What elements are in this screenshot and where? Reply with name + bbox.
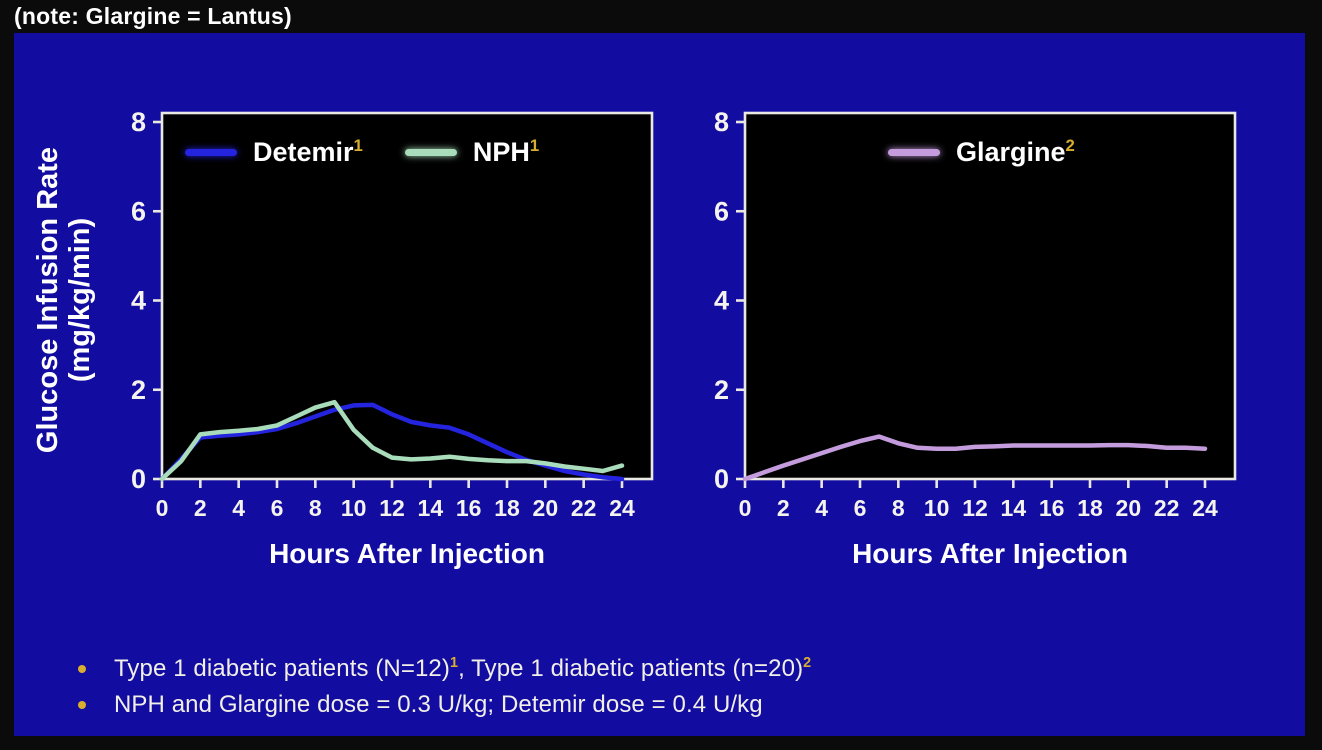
y-tick-label: 0 bbox=[131, 464, 146, 494]
legend-ref-superscript: 1 bbox=[529, 136, 540, 155]
bullet-dot-icon bbox=[78, 665, 86, 673]
x-tick-label: 10 bbox=[924, 495, 950, 521]
y-tick-label: 6 bbox=[131, 196, 146, 226]
x-tick-label: 8 bbox=[309, 495, 322, 521]
legend-entry-detemir: Detemir1 bbox=[185, 136, 363, 168]
y-axis-title: Glucose Infusion Rate (mg/kg/min) bbox=[16, 85, 112, 515]
x-tick-label: 6 bbox=[271, 495, 284, 521]
y-tick-label: 6 bbox=[714, 196, 729, 226]
legend-ref-superscript: 2 bbox=[1065, 136, 1075, 155]
x-tick-label: 6 bbox=[854, 495, 867, 521]
legend-entry-nph: NPH1 bbox=[404, 136, 540, 168]
x-tick-label: 16 bbox=[456, 495, 482, 521]
x-tick-label: 18 bbox=[494, 495, 520, 521]
bullet-text: NPH and Glargine dose = 0.3 U/kg; Detemi… bbox=[114, 691, 763, 718]
legend-label: Detemir1 bbox=[253, 136, 363, 167]
series-line-nph bbox=[159, 399, 625, 482]
legend-line-swatch bbox=[888, 148, 940, 156]
x-tick-label: 0 bbox=[739, 495, 752, 521]
bullet-ref-superscript: 2 bbox=[803, 655, 812, 671]
y-axis-title-text: Glucose Infusion Rate (mg/kg/min) bbox=[16, 85, 112, 515]
x-tick-label: 8 bbox=[892, 495, 905, 521]
legend-label: NPH1 bbox=[472, 136, 540, 167]
x-tick-label: 10 bbox=[341, 495, 367, 521]
x-tick-label: 4 bbox=[232, 495, 245, 521]
y-tick-label: 2 bbox=[714, 375, 729, 405]
x-tick-label: 4 bbox=[815, 495, 828, 521]
legend-ref-superscript: 1 bbox=[353, 136, 363, 155]
bullet-text: Type 1 diabetic patients (N=12)1, Type 1… bbox=[114, 655, 812, 682]
x-tick-label: 20 bbox=[533, 495, 559, 521]
x-tick-label: 2 bbox=[194, 495, 207, 521]
bullet-item: Type 1 diabetic patients (N=12)1, Type 1… bbox=[78, 655, 811, 683]
right-chart-x-axis-title: Hours After Injection bbox=[852, 538, 1128, 569]
x-tick-label: 12 bbox=[379, 495, 405, 521]
series-line-glargine bbox=[742, 434, 1208, 482]
y-tick-label: 2 bbox=[131, 375, 146, 405]
x-tick-label: 24 bbox=[609, 495, 635, 521]
x-tick-label: 2 bbox=[777, 495, 790, 521]
y-axis-title-line2: (mg/kg/min) bbox=[64, 217, 96, 383]
left-chart-x-axis-title: Hours After Injection bbox=[269, 538, 545, 569]
x-tick-label: 0 bbox=[156, 495, 169, 521]
x-tick-label: 14 bbox=[1001, 495, 1027, 521]
bullet-ref-superscript: 1 bbox=[449, 655, 459, 671]
x-tick-label: 20 bbox=[1116, 495, 1142, 521]
bullet-item: NPH and Glargine dose = 0.3 U/kg; Detemi… bbox=[78, 691, 811, 719]
x-tick-label: 22 bbox=[1154, 495, 1180, 521]
x-tick-label: 24 bbox=[1192, 495, 1218, 521]
x-tick-label: 22 bbox=[571, 495, 597, 521]
y-tick-label: 8 bbox=[131, 107, 146, 137]
y-axis-title-line1: Glucose Infusion Rate bbox=[31, 146, 64, 454]
x-tick-label: 18 bbox=[1077, 495, 1103, 521]
legend-label: Glargine2 bbox=[956, 136, 1075, 167]
x-tick-label: 14 bbox=[418, 495, 444, 521]
legend-line-swatch bbox=[404, 148, 457, 156]
plot-frame bbox=[743, 111, 1237, 481]
legend-entry-glargine: Glargine2 bbox=[888, 136, 1075, 168]
note-text: (note: Glargine = Lantus) bbox=[14, 3, 292, 29]
left-chart-legend: Detemir1 NPH1 bbox=[185, 136, 539, 168]
y-tick-label: 0 bbox=[714, 464, 729, 494]
y-tick-label: 4 bbox=[714, 286, 729, 316]
y-tick-label: 4 bbox=[131, 286, 146, 316]
y-tick-label: 8 bbox=[714, 107, 729, 137]
x-tick-label: 12 bbox=[962, 495, 988, 521]
right-chart-legend: Glargine2 bbox=[888, 136, 1075, 168]
bullet-dot-icon bbox=[78, 701, 86, 709]
bullet-list: Type 1 diabetic patients (N=12)1, Type 1… bbox=[78, 655, 811, 727]
x-tick-label: 16 bbox=[1039, 495, 1065, 521]
legend-line-swatch bbox=[185, 148, 237, 156]
